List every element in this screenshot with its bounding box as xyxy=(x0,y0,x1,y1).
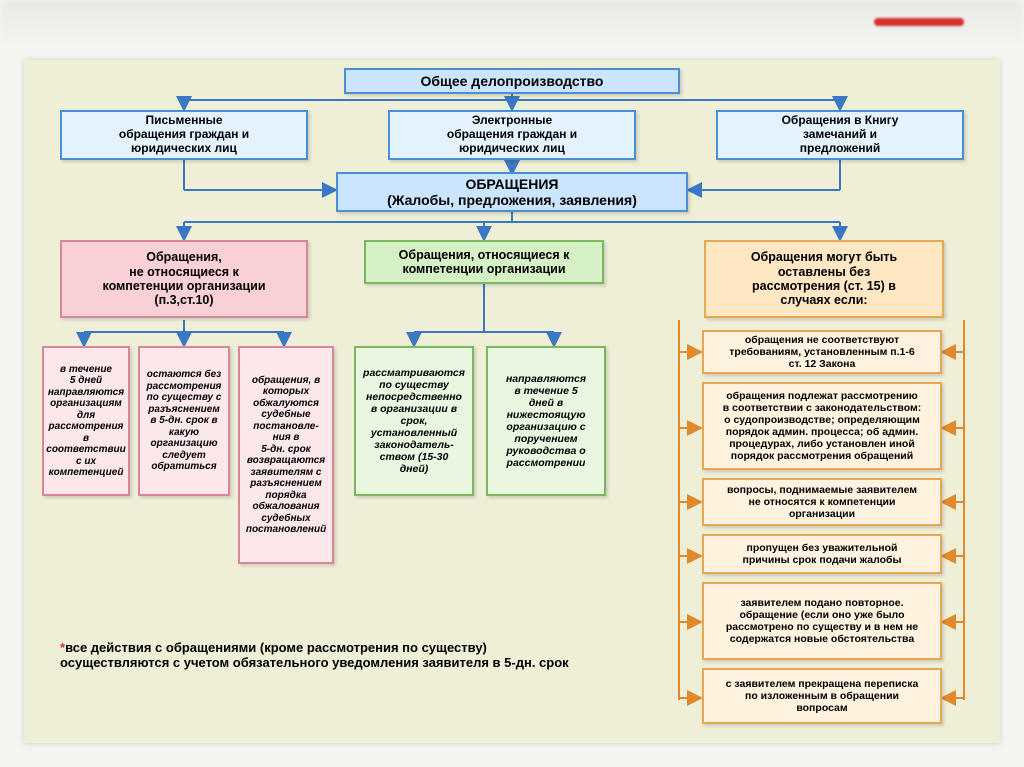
red-accent-decor xyxy=(874,18,964,26)
title-box: Общее делопроизводство xyxy=(344,68,680,94)
orange-leaf-4: заявителем подано повторное. обращение (… xyxy=(702,582,942,660)
row1-left: Письменные обращения граждан и юридическ… xyxy=(60,110,308,160)
pink-leaf-0: в течение 5 дней направляются организаци… xyxy=(42,346,130,496)
row1-mid: Электронные обращения граждан и юридичес… xyxy=(388,110,636,160)
orange-leaf-3: пропущен без уважительной причины срок п… xyxy=(702,534,942,574)
orange-leaf-0: обращения не соответствуют требованиям, … xyxy=(702,330,942,374)
flowchart-canvas: Общее делопроизводство Письменные обраще… xyxy=(24,60,1000,743)
branch-green: Обращения, относящиеся к компетенции орг… xyxy=(364,240,604,284)
background-blur xyxy=(0,0,1024,50)
pink-leaf-1: остаются без рассмотрения по существу с … xyxy=(138,346,230,496)
green-leaf-0: рассматриваются по существу непосредстве… xyxy=(354,346,474,496)
footnote: *все действия с обращениями (кроме рассм… xyxy=(60,640,580,670)
branch-pink: Обращения, не относящиеся к компетенции … xyxy=(60,240,308,318)
orange-leaf-5: с заявителем прекращена переписка по изл… xyxy=(702,668,942,724)
footnote-text: все действия с обращениями (кроме рассмо… xyxy=(60,640,569,670)
branch-orange: Обращения могут быть оставлены без рассм… xyxy=(704,240,944,318)
hub-box: ОБРАЩЕНИЯ (Жалобы, предложения, заявлени… xyxy=(336,172,688,212)
orange-leaf-2: вопросы, поднимаемые заявителем не относ… xyxy=(702,478,942,526)
row1-right: Обращения в Книгу замечаний и предложени… xyxy=(716,110,964,160)
green-leaf-1: направляются в течение 5 дней в нижестоя… xyxy=(486,346,606,496)
orange-leaf-1: обращения подлежат рассмотрению в соотве… xyxy=(702,382,942,470)
pink-leaf-2: обращения, в которых обжалуются судебные… xyxy=(238,346,334,564)
